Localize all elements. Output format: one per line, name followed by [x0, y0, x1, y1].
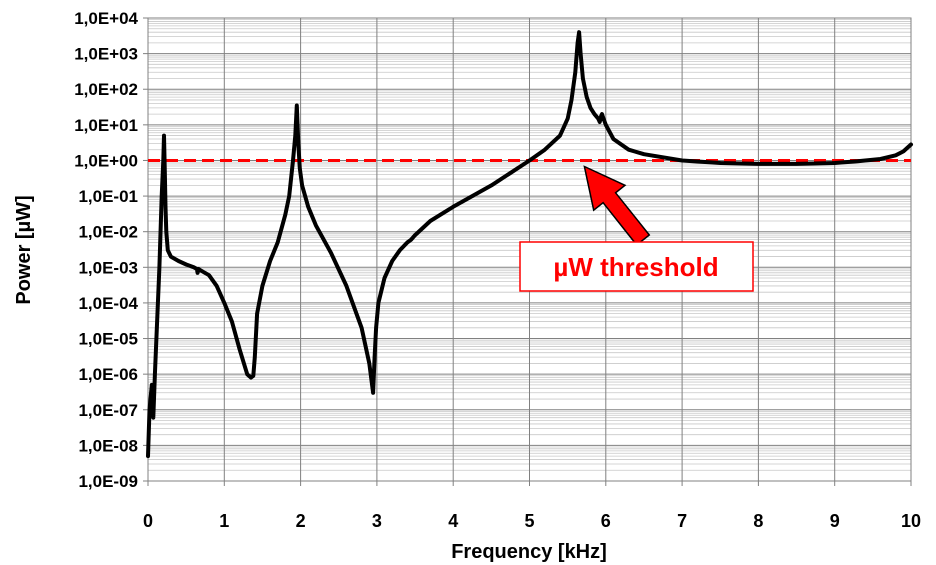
- y-tick-label: 1,0E-05: [78, 330, 138, 349]
- y-axis-title: Power [µW]: [13, 195, 35, 304]
- annotation-box: [519, 241, 754, 292]
- y-tick-label: 1,0E-08: [78, 436, 138, 455]
- x-tick-label: 3: [372, 511, 382, 531]
- y-tick-label: 1,0E+04: [74, 9, 138, 28]
- y-tick-label: 1,0E+00: [74, 151, 138, 170]
- y-tick-label: 1,0E-07: [78, 401, 138, 420]
- series-line: [146, 30, 913, 459]
- y-tick-label: 1,0E-06: [78, 365, 138, 384]
- y-tick-label: 1,0E-04: [78, 294, 138, 313]
- x-tick-label: 0: [143, 511, 153, 531]
- annotation-text: µW threshold: [553, 252, 718, 282]
- x-tick-label: 10: [901, 511, 921, 531]
- y-tick-label: 1,0E+03: [74, 45, 138, 64]
- x-tick-label: 9: [830, 511, 840, 531]
- y-tick-label: 1,0E-09: [78, 472, 138, 491]
- y-tick-label: 1,0E-01: [78, 187, 138, 206]
- y-axis-ticks: 1,0E-09 1,0E-08 1,0E-07 1,0E-06 1,0E-05 1,0E-…: [74, 9, 148, 491]
- x-tick-label: 4: [448, 511, 458, 531]
- y-tick-label: 1,0E-02: [78, 223, 138, 242]
- y-tick-label: 1,0E+02: [74, 80, 138, 99]
- x-axis-ticks: 0 1 2 3 4 5 6 7 8 9 10: [143, 481, 921, 531]
- x-tick-label: 6: [601, 511, 611, 531]
- y-tick-label: 1,0E-03: [78, 258, 138, 277]
- y-tick-label: 1,0E+01: [74, 116, 138, 135]
- x-tick-label: 1: [219, 511, 229, 531]
- annotation-arrow: [583, 165, 651, 247]
- x-tick-label: 8: [753, 511, 763, 531]
- x-tick-label: 5: [524, 511, 534, 531]
- x-axis-title: Frequency [kHz]: [451, 541, 607, 563]
- x-tick-label: 2: [296, 511, 306, 531]
- x-tick-label: 7: [677, 511, 687, 531]
